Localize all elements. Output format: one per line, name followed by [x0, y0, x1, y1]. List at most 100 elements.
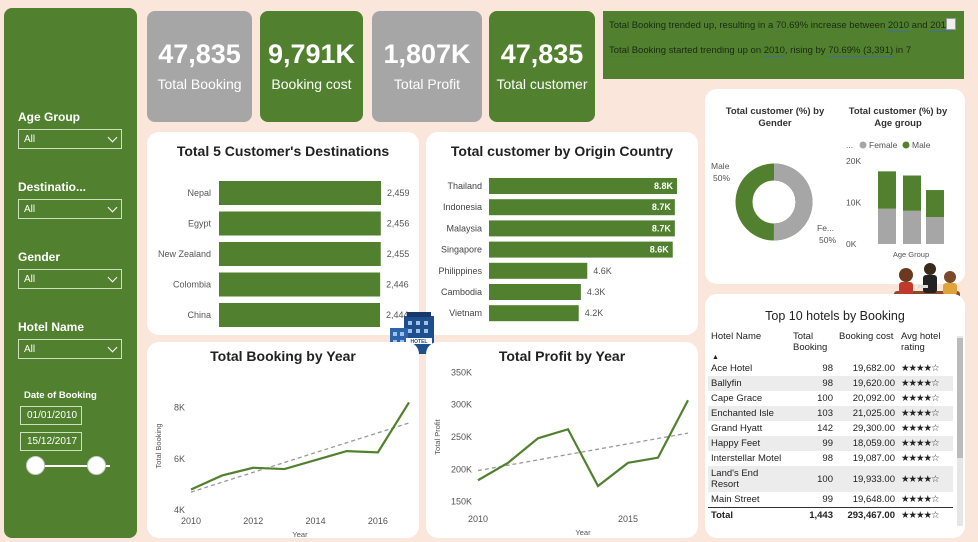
cell-total-booking: 103	[790, 406, 836, 421]
kpi-label: Total Booking	[157, 76, 242, 92]
cell-booking-cost: 29,300.00	[852, 423, 895, 434]
cell-hotel-name: Enchanted Isle	[708, 406, 790, 421]
bar	[489, 241, 673, 258]
table-row[interactable]: Interstellar Motel 98 19,087.00 ★★★★☆	[708, 451, 953, 466]
cell-rating: ★★★★☆	[901, 423, 940, 434]
smart-narrative: Total Booking trended up, resulting in a…	[603, 11, 964, 79]
gender-slicer[interactable]: Gender All	[18, 250, 122, 289]
legend-overflow: ...	[846, 140, 853, 150]
narrative-paragraph: Total Booking trended up, resulting in a…	[609, 19, 958, 32]
slicer-title: Age Group	[18, 110, 80, 124]
trend-line	[190, 422, 410, 493]
cell-booking-cost: 18,059.00	[836, 436, 898, 451]
bar	[219, 181, 381, 205]
table-row[interactable]: Happy Feet 99 18,059.00 ★★★★☆	[708, 436, 953, 451]
dropdown-value: All	[24, 273, 36, 285]
cell-total-booking: 98	[790, 376, 836, 391]
date-end-input[interactable]: 15/12/2017	[20, 432, 82, 451]
column-header-booking[interactable]: Total Booking	[793, 331, 828, 353]
svg-text:HOTEL: HOTEL	[411, 339, 428, 345]
cell-hotel-name: Land's End Resort	[708, 466, 790, 492]
age-group-dropdown[interactable]: All	[18, 129, 122, 149]
category-label: Cambodia	[441, 287, 482, 297]
table-row[interactable]: Ace Hotel 98 19,682.00 ★★★★☆	[708, 361, 953, 376]
x-tick-label: 2016	[368, 516, 388, 526]
narrative-text: started trending up on	[666, 45, 764, 56]
cell-hotel-name: Ace Hotel	[711, 363, 753, 374]
table-row[interactable]: Land's End Resort 100 19,933.00 ★★★★☆	[708, 466, 953, 492]
destination-slicer[interactable]: Destinatio... All	[18, 180, 122, 219]
table-row[interactable]: Ballyfin 98 19,620.00 ★★★★☆	[708, 376, 953, 391]
cell-total-booking: 99	[790, 436, 836, 451]
age-group-slicer[interactable]: Age Group All	[18, 110, 122, 149]
column-header-rating[interactable]: Avg hotel rating	[901, 331, 941, 353]
data-label: 8.7K	[652, 202, 672, 212]
kpi-value: 47,835	[158, 39, 241, 69]
data-label: 8.6K	[650, 245, 670, 255]
legend-label: Male	[912, 140, 931, 150]
total-cell-booking: 1,443	[809, 510, 833, 521]
gender-age-panel: Total customer (%) by Gender Total custo…	[705, 89, 965, 284]
date-range-end-handle[interactable]	[87, 456, 106, 475]
cell-booking-cost: 21,025.00	[836, 406, 898, 421]
gender-dropdown[interactable]: All	[18, 269, 122, 289]
cell-booking-cost: 19,682.00	[852, 363, 895, 374]
chevron-down-icon	[107, 132, 118, 142]
sort-ascending-icon[interactable]: ▲	[712, 354, 719, 361]
x-tick-label: 2010	[181, 516, 201, 526]
bar	[489, 284, 581, 300]
table-row[interactable]: Main Street 99 19,648.00 ★★★★☆	[708, 492, 953, 508]
hotel-name-dropdown[interactable]: All	[18, 339, 122, 359]
legend-marker-male	[902, 141, 910, 149]
cell-total-booking: 98	[822, 363, 833, 374]
hotels-table-body: Ace Hotel 98 19,682.00 ★★★★☆ Ballyfin 98 19,62…	[708, 361, 953, 523]
series-line	[190, 401, 410, 491]
chart-title: Total 5 Customer's Destinations	[176, 143, 390, 159]
category-label: Singapore	[441, 245, 482, 255]
cell-total-booking: 98	[822, 453, 833, 464]
date-start-input[interactable]: 01/01/2010	[20, 406, 82, 425]
cell-total-booking: 99	[822, 494, 833, 505]
data-label: 4.6K	[593, 266, 612, 276]
y-tick-label: 200K	[451, 464, 472, 474]
y-tick-label: 300K	[451, 400, 472, 410]
chart-title: Total Booking by Year	[210, 348, 356, 364]
table-row[interactable]: Cape Grace 100 20,092.00 ★★★★☆	[708, 391, 953, 406]
category-label: Egypt	[188, 219, 212, 229]
chevron-down-icon	[107, 272, 118, 282]
category-label: Thailand	[447, 181, 482, 191]
hotel-name-slicer[interactable]: Hotel Name All	[18, 320, 122, 359]
gender-age-charts: Male 50% Fe... 50%... Female Male 20K 10K 0K Age …	[711, 140, 944, 259]
column-header-cost[interactable]: Booking cost	[839, 331, 894, 342]
category-label: Indonesia	[443, 202, 482, 212]
kpi-value: 1,807K	[383, 39, 471, 69]
category-label: Malaysia	[446, 223, 482, 233]
cell-rating: ★★★★☆	[901, 453, 940, 464]
slice-label: 50%	[713, 173, 730, 183]
bar	[489, 262, 588, 279]
y-tick-label: 6K	[174, 454, 185, 464]
category-label: Philippines	[438, 266, 482, 276]
bar	[219, 242, 381, 266]
bar	[219, 272, 381, 297]
destination-dropdown[interactable]: All	[18, 199, 122, 219]
bar	[219, 211, 381, 236]
data-label: 2,456	[387, 219, 410, 229]
kpi-label: Total customer	[496, 76, 588, 92]
x-axis-title: Year	[292, 530, 308, 538]
date-range-start-handle[interactable]	[26, 456, 45, 475]
narrative-scroll-icon[interactable]	[946, 18, 956, 30]
cell-rating: ★★★★☆	[901, 363, 940, 374]
y-axis-title: Total Profit	[433, 418, 442, 454]
cell-total-booking: 100	[817, 393, 833, 404]
total-cell-name: Total	[711, 510, 733, 521]
cell-hotel-name: Interstellar Motel	[711, 453, 782, 464]
table-row[interactable]: Enchanted Isle 103 21,025.00 ★★★★☆	[708, 406, 953, 421]
cell-booking-cost: 20,092.00	[852, 393, 895, 404]
table-row[interactable]: Grand Hyatt 142 29,300.00 ★★★★☆	[708, 421, 953, 436]
column-header-hotel[interactable]: Hotel Name	[711, 331, 762, 342]
stacked-bar-female	[903, 210, 921, 244]
y-tick-label: 20K	[846, 156, 861, 166]
scrollbar-thumb[interactable]	[957, 338, 963, 458]
